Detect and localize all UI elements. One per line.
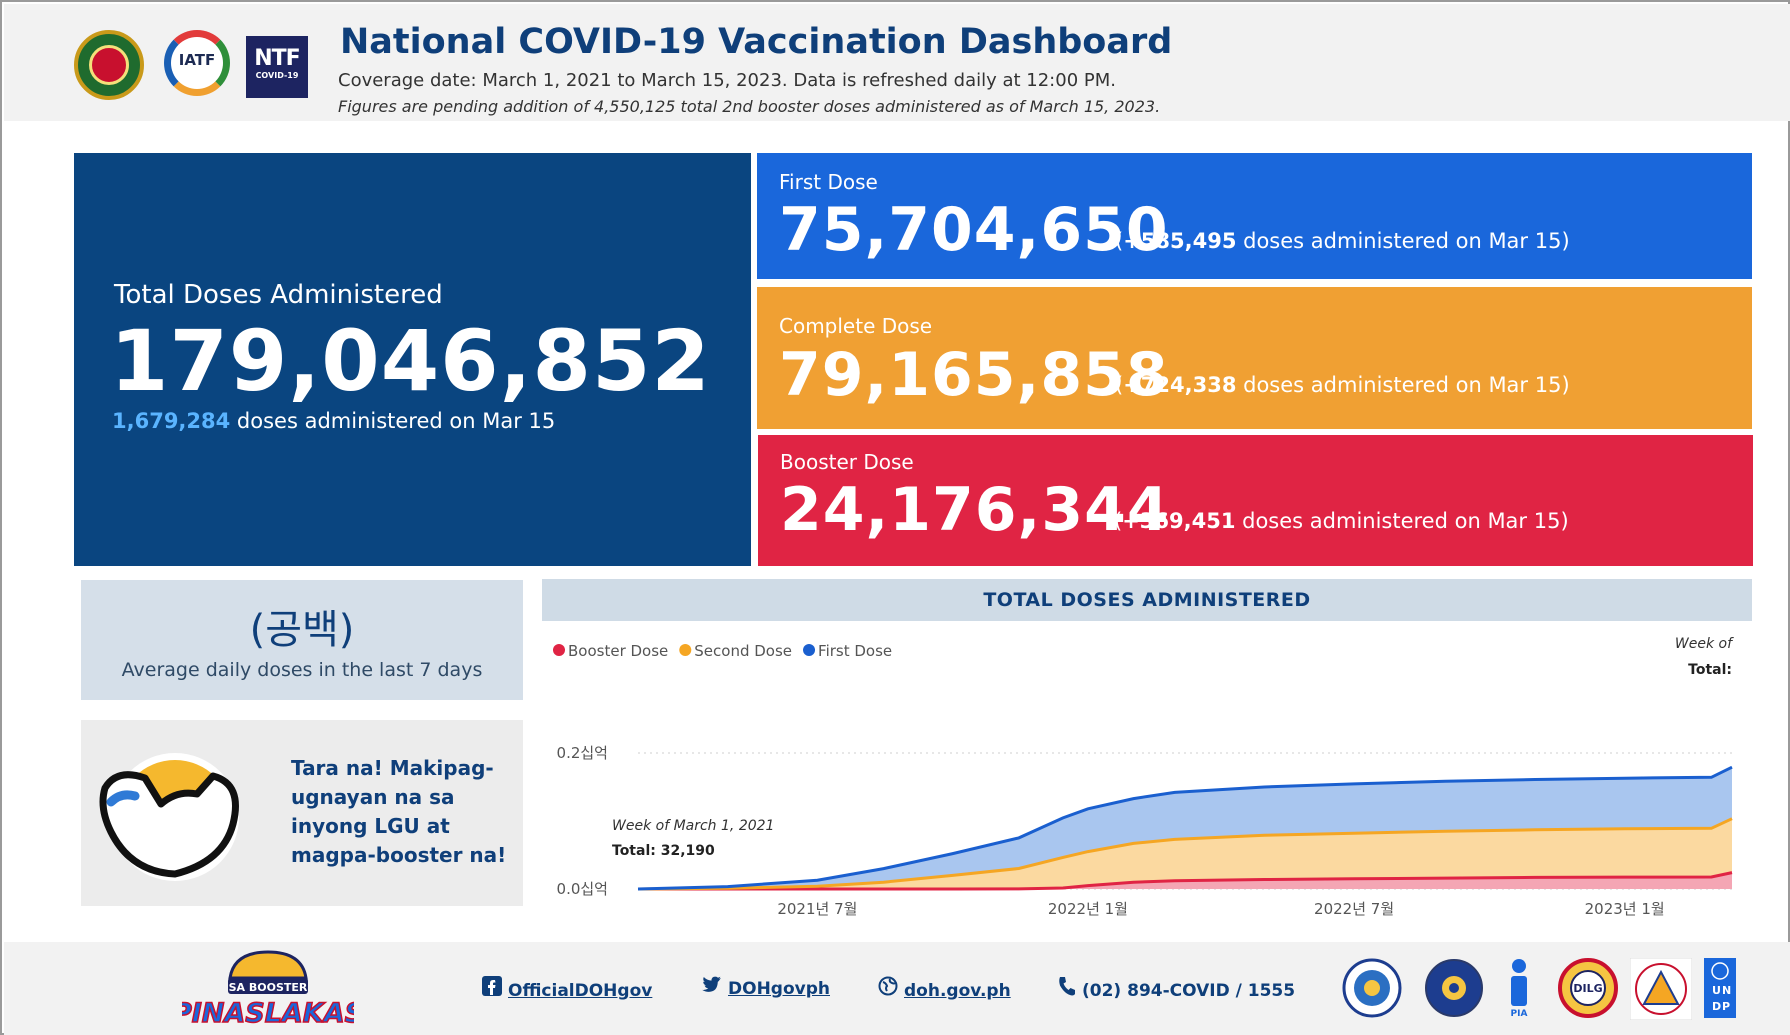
- tooltip-right-title: Week of: [1675, 636, 1734, 652]
- ntf-logo-icon: NTF COVID-19: [246, 36, 308, 98]
- twitter-icon: [702, 976, 721, 992]
- pia-logo-icon: PIA: [1511, 959, 1528, 1018]
- svg-text:D: D: [1712, 1000, 1721, 1013]
- tooltip-right-total: Total:: [1688, 662, 1732, 678]
- booster-promo-card: Tara na! Makipag-ugnayan na sa inyong LG…: [81, 720, 523, 906]
- first-dose-delta: (+585,495 doses administered on Mar 15): [1115, 229, 1570, 253]
- globe-icon: [878, 976, 898, 996]
- legend-dot-0: [553, 644, 565, 656]
- first-dose-label: First Dose: [779, 170, 878, 194]
- hotline: (02) 894-COVID / 1555: [1058, 976, 1295, 1001]
- pending-note: Figures are pending addition of 4,550,12…: [338, 97, 1161, 116]
- pcoo-seal-icon: [1342, 958, 1402, 1018]
- line-first-dose: [637, 765, 1733, 891]
- legend-label-2: First Dose: [818, 642, 892, 660]
- dict-seal-icon: [1630, 958, 1692, 1020]
- legend-dot-2: [803, 644, 816, 656]
- x-tick-label-0: 2021년 7월: [777, 900, 857, 917]
- complete-dose-delta: (+724,338 doses administered on Mar 15): [1115, 373, 1570, 397]
- complete-dose-card: Complete Dose 79,165,858 (+724,338 doses…: [757, 287, 1752, 429]
- area-second-dose: [638, 818, 1732, 889]
- phone-icon: [1059, 977, 1075, 996]
- dilg-seal-icon: DILG: [1558, 958, 1618, 1018]
- svg-text:U: U: [1712, 984, 1721, 997]
- total-doses-card: Total Doses Administered 179,046,852 1,6…: [74, 153, 751, 566]
- svg-text:PIA: PIA: [1511, 1009, 1528, 1018]
- legend-dot-1: [679, 644, 692, 656]
- twitter-link[interactable]: DOHgovph: [702, 976, 830, 999]
- average-daily-card: (공백) Average daily doses in the last 7 d…: [81, 580, 523, 700]
- chart-y-ticks: 0.0십억 0.2십억: [557, 744, 608, 898]
- svg-text:N: N: [1722, 984, 1731, 997]
- legend-label-1: Second Dose: [694, 642, 792, 660]
- campaign-logo-top: SA BOOSTER: [229, 981, 308, 994]
- average-daily-value: (공백): [249, 607, 355, 653]
- complete-dose-label: Complete Dose: [779, 314, 933, 338]
- tooltip-left-total: Total: 32,190: [612, 843, 715, 859]
- undp-logo-icon: U ND P: [1704, 958, 1736, 1018]
- x-tick-label-1: 2022년 1월: [1048, 900, 1128, 917]
- iatf-logo-icon: IATF: [164, 30, 230, 96]
- chart-areas: [637, 765, 1733, 891]
- total-daily-suffix: doses administered on Mar 15: [230, 409, 556, 433]
- svg-text:P: P: [1722, 1000, 1730, 1013]
- doh-seal-icon: [74, 30, 144, 100]
- page-title: National COVID-19 Vaccination Dashboard: [340, 22, 1173, 62]
- header: IATF NTF COVID-19 National COVID-19 Vacc…: [4, 4, 1790, 121]
- website-link[interactable]: doh.gov.ph: [878, 976, 1011, 1001]
- x-tick-label-3: 2023년 1월: [1585, 900, 1665, 917]
- campaign-logo-bottom: PINASLAKAS: [182, 998, 354, 1029]
- area-first-dose: [638, 767, 1732, 889]
- footer: SA BOOSTER PINASLAKAS OfficialDOHgov DOH…: [4, 942, 1790, 1035]
- average-daily-label: Average daily doses in the last 7 days: [121, 659, 483, 681]
- total-daily-value: 1,679,284: [112, 409, 231, 433]
- y-tick-label-1: 0.2십억: [557, 744, 608, 762]
- chart-x-ticks: 2021년 7월 2022년 1월 2022년 7월 2023년 1월: [777, 900, 1664, 917]
- booster-dose-delta: (+369,451 doses administered on Mar 15): [1114, 509, 1569, 533]
- facebook-link[interactable]: OfficialDOHgov: [482, 976, 652, 1001]
- booster-dose-value: 24,176,344: [780, 475, 1170, 545]
- total-doses-chart[interactable]: Booster Dose Second Dose First Dose 0.0십억0…: [542, 627, 1752, 917]
- booster-promo-text: Tara na! Makipag-ugnayan na sa inyong LG…: [291, 756, 507, 867]
- neda-seal-icon: [1425, 959, 1483, 1017]
- flexed-arm-icon: [99, 753, 239, 881]
- coverage-date: Coverage date: March 1, 2021 to March 15…: [338, 70, 1116, 91]
- x-tick-label-2: 2022년 7월: [1314, 900, 1394, 917]
- total-doses-value: 179,046,852: [110, 312, 711, 410]
- booster-dose-card: Booster Dose 24,176,344 (+369,451 doses …: [758, 435, 1753, 566]
- pinaslakas-logo: SA BOOSTER PINASLAKAS: [182, 950, 354, 1030]
- svg-text:DILG: DILG: [1573, 982, 1602, 995]
- complete-dose-value: 79,165,858: [779, 340, 1169, 410]
- chart-title: TOTAL DOSES ADMINISTERED: [983, 589, 1311, 611]
- chart-legend: Booster Dose Second Dose First Dose: [553, 642, 892, 660]
- booster-dose-label: Booster Dose: [780, 450, 914, 474]
- chart-header: TOTAL DOSES ADMINISTERED: [542, 579, 1752, 621]
- tooltip-left-title: Week of March 1, 2021: [612, 818, 774, 834]
- line-booster-dose: [638, 871, 1733, 891]
- first-dose-value: 75,704,650: [779, 195, 1169, 265]
- total-doses-label: Total Doses Administered: [114, 280, 443, 310]
- line-second-dose: [637, 817, 1733, 891]
- first-dose-card: First Dose 75,704,650 (+585,495 doses ad…: [757, 153, 1752, 279]
- total-doses-daily: 1,679,284 doses administered on Mar 15: [112, 409, 555, 433]
- y-tick-label-0: 0.0십억: [557, 880, 608, 898]
- legend-label-0: Booster Dose: [568, 642, 668, 660]
- facebook-icon: [482, 976, 502, 996]
